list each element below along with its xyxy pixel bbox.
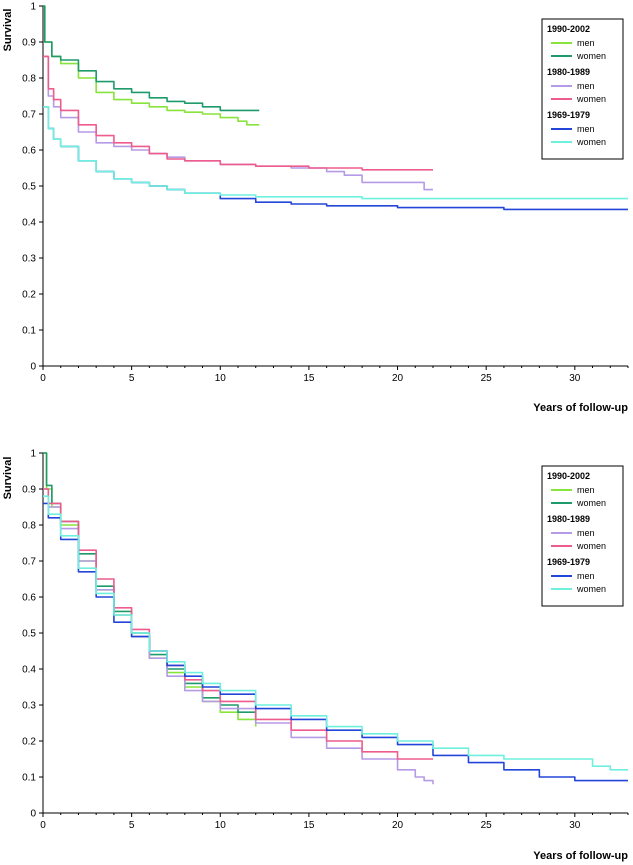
x-tick-label: 30 bbox=[569, 820, 581, 831]
legend: 1990-2002 men women 1980-1989 men women 1969-1… bbox=[541, 18, 624, 160]
y-tick-label: 0.5 bbox=[22, 182, 36, 193]
x-axis-title: Years of follow-up bbox=[533, 402, 628, 414]
y-tick-label: 0.2 bbox=[22, 737, 36, 748]
y-tick-label: 0.8 bbox=[22, 521, 36, 532]
y-tick-label: 0.5 bbox=[22, 629, 36, 640]
y-tick-label: 0.1 bbox=[22, 773, 36, 784]
y-tick-label: 0.7 bbox=[22, 557, 36, 568]
legend-group-title: 1980-1989 bbox=[547, 67, 590, 77]
series-line bbox=[43, 5, 260, 126]
y-tick-label: 0.6 bbox=[22, 593, 36, 604]
legend-item-label: women bbox=[576, 498, 606, 508]
y-tick-label: 0.2 bbox=[22, 290, 36, 301]
x-tick-label: 25 bbox=[481, 820, 493, 831]
x-tick-label: 0 bbox=[40, 820, 46, 831]
x-tick-label: 15 bbox=[303, 820, 315, 831]
legend-item-label: men bbox=[577, 38, 595, 48]
y-tick-label: 0.3 bbox=[22, 254, 36, 265]
legend: 1990-2002 men women 1980-1989 men women 1969-1… bbox=[541, 465, 624, 607]
y-tick-label: 0 bbox=[30, 809, 36, 820]
y-tick-label: 0.1 bbox=[22, 326, 36, 337]
y-tick-label: 0 bbox=[30, 362, 36, 373]
series-line bbox=[43, 106, 628, 211]
y-tick-label: 1 bbox=[30, 449, 36, 460]
chart-2: 00.10.20.30.40.50.60.70.80.910 5 10 15 20 25 3… bbox=[2, 449, 629, 862]
y-tick-label: 0.7 bbox=[22, 110, 36, 121]
series-line bbox=[43, 488, 434, 785]
y-axis-title: Survival bbox=[2, 9, 14, 52]
x-tick-label: 0 bbox=[40, 373, 46, 384]
x-tick-label: 10 bbox=[215, 373, 227, 384]
x-tick-label: 20 bbox=[392, 373, 404, 384]
legend-item-label: women bbox=[576, 94, 606, 104]
x-tick-label: 5 bbox=[129, 820, 135, 831]
x-tick-label: 25 bbox=[481, 373, 493, 384]
y-tick-label: 0.4 bbox=[22, 218, 36, 229]
chart-1: 00.10.20.30.40.50.60.70.80.910 5 10 15 20 25 3… bbox=[2, 2, 629, 414]
legend-group-title: 1980-1989 bbox=[547, 514, 590, 524]
y-tick-label: 0.6 bbox=[22, 146, 36, 157]
y-tick-label: 0.3 bbox=[22, 701, 36, 712]
legend-group-title: 1990-2002 bbox=[547, 471, 590, 481]
series-line bbox=[43, 452, 257, 727]
x-tick-label: 20 bbox=[392, 820, 404, 831]
y-tick-label: 0.8 bbox=[22, 74, 36, 85]
series-line bbox=[43, 55, 433, 191]
series-line bbox=[43, 106, 628, 200]
x-axis-title: Years of follow-up bbox=[533, 850, 628, 862]
legend-item-label: men bbox=[577, 124, 595, 134]
series-line bbox=[43, 5, 260, 112]
legend-item-label: women bbox=[576, 541, 606, 551]
x-tick-label: 30 bbox=[569, 373, 581, 384]
legend-item-label: men bbox=[577, 485, 595, 495]
series-line bbox=[43, 495, 628, 771]
y-tick-label: 1 bbox=[30, 2, 36, 13]
y-tick-label: 0.4 bbox=[22, 665, 36, 676]
x-tick-label: 10 bbox=[215, 820, 227, 831]
series-line bbox=[43, 502, 628, 782]
legend-item-label: women bbox=[576, 51, 606, 61]
x-tick-label: 15 bbox=[303, 373, 315, 384]
x-tick-label: 5 bbox=[129, 373, 135, 384]
series-line bbox=[43, 55, 433, 171]
legend-group-title: 1990-2002 bbox=[547, 24, 590, 34]
legend-item-label: women bbox=[576, 584, 606, 594]
legend-item-label: men bbox=[577, 81, 595, 91]
y-tick-label: 0.9 bbox=[22, 38, 36, 49]
legend-group-title: 1969-1979 bbox=[547, 110, 590, 120]
legend-item-label: women bbox=[576, 137, 606, 147]
series-line bbox=[43, 452, 257, 720]
legend-item-label: men bbox=[577, 528, 595, 538]
legend-item-label: men bbox=[577, 571, 595, 581]
y-tick-label: 0.9 bbox=[22, 485, 36, 496]
y-axis-title: Survival bbox=[2, 457, 14, 500]
legend-group-title: 1969-1979 bbox=[547, 557, 590, 567]
